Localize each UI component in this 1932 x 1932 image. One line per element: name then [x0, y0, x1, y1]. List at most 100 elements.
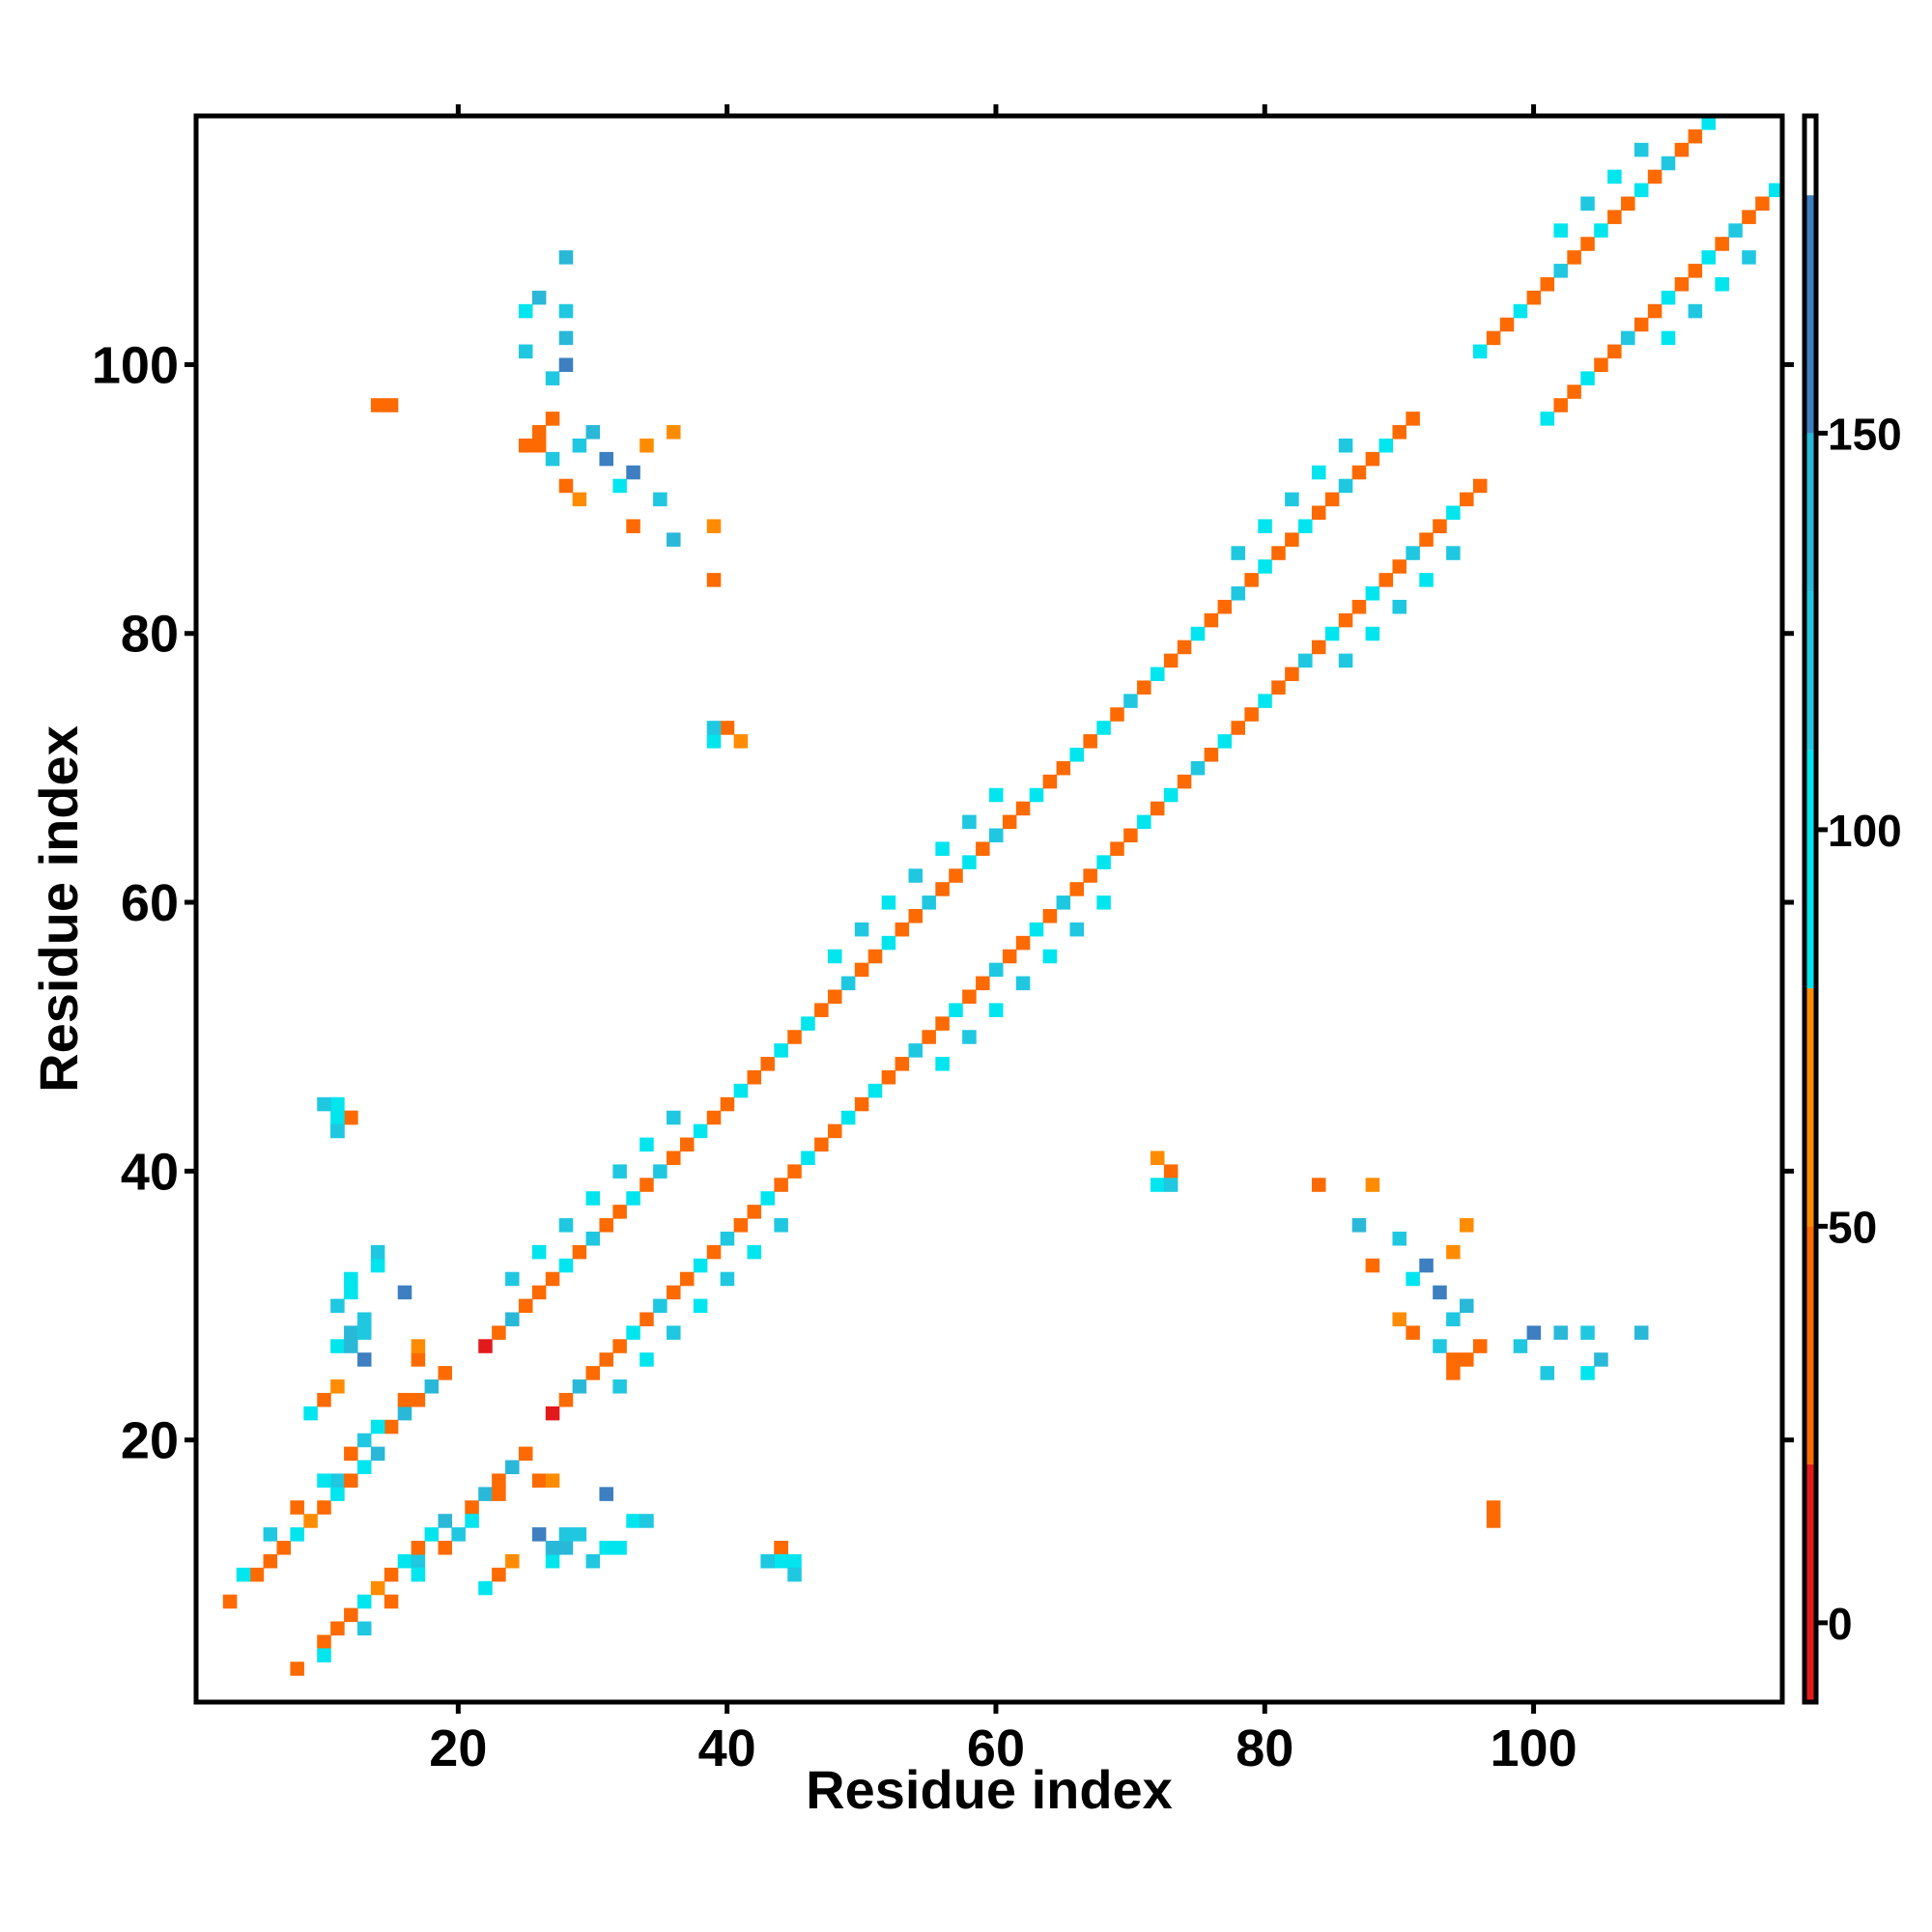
x-tick-label: 40	[698, 1719, 756, 1777]
heatmap-cell	[976, 841, 990, 856]
heatmap-cell	[1567, 250, 1581, 265]
colorbar-tick-label: 0	[1828, 1599, 1853, 1649]
heatmap-cell	[531, 438, 547, 453]
heatmap-cell	[558, 357, 574, 372]
heatmap-cell	[344, 1325, 358, 1340]
heatmap-cell	[706, 519, 722, 533]
heatmap-cell	[572, 1379, 587, 1394]
heatmap-cell	[1701, 116, 1717, 130]
heatmap-cell	[706, 573, 722, 587]
heatmap-cell	[492, 1487, 506, 1501]
heatmap-cell	[1137, 680, 1151, 695]
heatmap-cell	[1674, 142, 1690, 157]
x-tick-label: 60	[967, 1719, 1025, 1777]
heatmap-cell	[935, 1016, 950, 1031]
heatmap-cell	[1190, 626, 1206, 641]
heatmap-cell	[545, 451, 560, 467]
heatmap-cell	[1553, 223, 1568, 238]
heatmap-cell	[330, 1298, 345, 1314]
heatmap-cell	[774, 1553, 788, 1569]
heatmap-cell	[1285, 667, 1299, 682]
heatmap-cell	[478, 1580, 493, 1596]
heatmap-cell	[1285, 492, 1299, 507]
heatmap-cell	[1204, 612, 1219, 628]
heatmap-cell	[1769, 183, 1783, 198]
heatmap-cell	[397, 1285, 412, 1300]
heatmap-cell	[1083, 734, 1097, 749]
heatmap-cell	[962, 1030, 977, 1044]
heatmap-cell	[1460, 1298, 1474, 1314]
heatmap-cell	[356, 1433, 372, 1448]
heatmap-cell	[1056, 760, 1071, 776]
y-axis-title: Residue index	[28, 725, 89, 1093]
heatmap-cell	[545, 1271, 560, 1287]
heatmap-cell	[667, 1285, 681, 1300]
heatmap-cell	[397, 1553, 412, 1569]
heatmap-cell	[881, 1069, 896, 1085]
heatmap-cell	[1042, 909, 1058, 923]
heatmap-cell	[370, 1419, 385, 1435]
heatmap-cell	[612, 1205, 627, 1219]
heatmap-cell	[693, 1258, 708, 1273]
heatmap-cell	[303, 1406, 318, 1421]
heatmap-cell	[397, 1392, 412, 1407]
heatmap-cell	[1446, 505, 1461, 521]
heatmap-cell	[1460, 492, 1474, 507]
heatmap-cell	[1553, 264, 1568, 278]
heatmap-cell	[518, 1298, 533, 1314]
colorbar-ticks: 0 50 100 150	[1816, 409, 1902, 1649]
heatmap-cell	[1419, 573, 1434, 587]
heatmap-cell	[505, 1553, 520, 1569]
heatmap-cell	[828, 989, 842, 1005]
heatmap-cell	[1217, 599, 1233, 614]
heatmap-cell	[1472, 478, 1488, 494]
heatmap-cell	[424, 1379, 440, 1394]
heatmap-cell	[1351, 599, 1367, 614]
heatmap-cell	[1526, 290, 1542, 305]
heatmap-cell	[626, 1325, 640, 1340]
heatmap-cell	[720, 1231, 735, 1246]
heatmap-cell	[1042, 949, 1058, 964]
heatmap-cell	[1486, 1514, 1501, 1528]
heatmap-cell	[908, 1043, 923, 1058]
heatmap-cell	[881, 895, 896, 910]
heatmap-cell	[330, 1339, 345, 1353]
heatmap-cell	[787, 1164, 802, 1179]
heatmap-cell	[1137, 814, 1151, 830]
colorbar-frame	[1802, 113, 1819, 1705]
heatmap-cell	[667, 1110, 681, 1125]
heatmap-cell	[1580, 1325, 1595, 1340]
heatmap-cell	[317, 1634, 331, 1649]
heatmap-cell	[1365, 1258, 1380, 1273]
heatmap-cell	[935, 1057, 950, 1071]
heatmap-cell	[922, 895, 936, 910]
heatmap-cell	[626, 519, 640, 533]
heatmap-cell	[344, 1607, 358, 1623]
heatmap-cell	[626, 465, 640, 480]
heatmap-cell	[1338, 612, 1353, 628]
heatmap-cell	[356, 1460, 372, 1475]
heatmap-cell	[1338, 653, 1353, 668]
heatmap-cell	[1607, 169, 1622, 185]
heatmap-cell	[411, 1541, 426, 1555]
heatmap-cell	[1392, 425, 1406, 440]
heatmap-cell	[263, 1553, 278, 1569]
heatmap-cell	[1258, 519, 1272, 533]
heatmap-cell	[733, 734, 749, 749]
heatmap-cell	[545, 1541, 560, 1555]
heatmap-cell	[653, 1298, 668, 1314]
heatmap-cell	[801, 1016, 815, 1031]
heatmap-cell	[290, 1662, 304, 1676]
heatmap-cell	[1378, 573, 1394, 587]
heatmap-cell	[370, 1580, 385, 1596]
heatmap-cell	[679, 1271, 695, 1287]
heatmap-cell	[572, 492, 587, 507]
heatmap-cell	[370, 398, 385, 412]
heatmap-cell	[1621, 196, 1635, 212]
heatmap-cell	[1594, 357, 1608, 372]
heatmap-cell	[531, 1527, 547, 1542]
heatmap-cell	[612, 478, 627, 494]
heatmap-cell	[747, 1069, 762, 1085]
heatmap-cell	[317, 1500, 331, 1515]
heatmap-cell	[330, 1096, 345, 1112]
